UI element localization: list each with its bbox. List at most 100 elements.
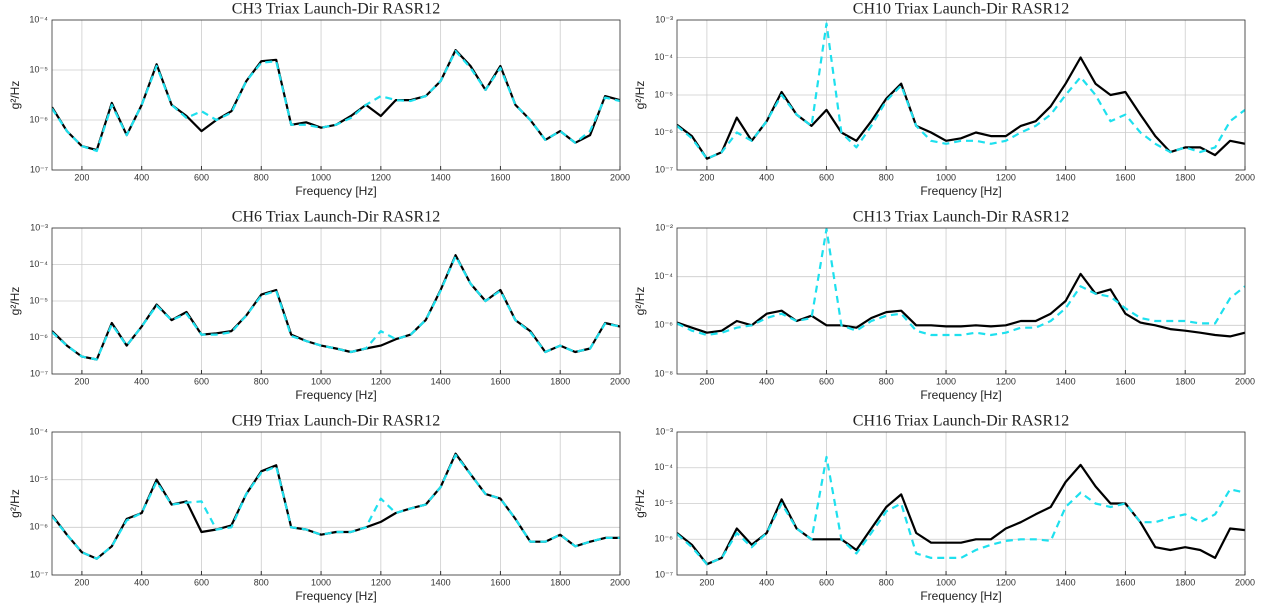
y-tick-label: 10⁻² xyxy=(655,222,673,232)
axes-frame xyxy=(51,19,621,171)
chart-title: CH6 Triax Launch-Dir RASR12 xyxy=(232,209,440,226)
y-tick-label: 10⁻⁴ xyxy=(29,259,48,269)
x-tick-label: 800 xyxy=(254,376,269,386)
x-tick-label: 1800 xyxy=(1175,577,1195,587)
x-tick-label: 1800 xyxy=(550,376,570,386)
x-tick-label: 2000 xyxy=(610,376,630,386)
series-line xyxy=(52,453,620,560)
x-tick-label: 1400 xyxy=(431,577,451,587)
subplot: 10⁻⁷ 10⁻⁶ 10⁻⁵ 10⁻⁴ 10⁻³ 200 400 600 800 1000 1200… xyxy=(633,1,1255,199)
x-tick-label: 1200 xyxy=(371,577,391,587)
x-axis-label: Frequency [Hz] xyxy=(295,589,376,603)
y-tick-label: 10⁻⁴ xyxy=(654,271,673,281)
x-tick-label: 1800 xyxy=(1175,376,1195,386)
y-tick-label: 10⁻⁵ xyxy=(30,474,49,484)
x-axis-label: Frequency [Hz] xyxy=(920,589,1001,603)
x-tick-label: 600 xyxy=(819,172,834,182)
x-tick-label: 1200 xyxy=(996,577,1016,587)
y-tick-label: 10⁻⁷ xyxy=(30,164,48,174)
y-tick-label: 10⁻⁴ xyxy=(29,426,48,436)
series-group xyxy=(677,22,1245,160)
plot-area xyxy=(677,228,1245,374)
y-tick-label: 10⁻⁶ xyxy=(655,320,674,330)
y-tick-label: 10⁻⁶ xyxy=(30,332,49,342)
x-tick-label: 1800 xyxy=(1175,172,1195,182)
x-axis-label: Frequency [Hz] xyxy=(295,184,376,198)
y-tick-label: 10⁻⁵ xyxy=(655,498,674,508)
x-tick-label: 600 xyxy=(194,172,209,182)
chart-title: CH10 Triax Launch-Dir RASR12 xyxy=(853,1,1069,18)
x-tick-label: 800 xyxy=(254,172,269,182)
x-tick-label: 200 xyxy=(74,376,89,386)
axes-frame xyxy=(676,431,1246,576)
y-axis-label: g²/Hz xyxy=(8,287,22,316)
axes-frame xyxy=(51,227,621,375)
x-tick-label: 1600 xyxy=(1115,376,1135,386)
x-tick-label: 200 xyxy=(699,376,714,386)
x-tick-label: 600 xyxy=(194,577,209,587)
x-tick-label: 400 xyxy=(759,172,774,182)
series-line xyxy=(52,49,620,153)
y-axis-label: g²/Hz xyxy=(633,287,647,316)
series-group xyxy=(52,49,620,153)
x-tick-label: 1600 xyxy=(1115,172,1135,182)
x-tick-label: 1600 xyxy=(490,376,510,386)
y-tick-label: 10⁻⁷ xyxy=(30,569,48,579)
chart-title: CH13 Triax Launch-Dir RASR12 xyxy=(853,209,1069,226)
y-tick-label: 10⁻⁸ xyxy=(654,368,673,378)
chart-title: CH16 Triax Launch-Dir RASR12 xyxy=(853,413,1069,430)
axes-frame xyxy=(676,19,1246,171)
x-tick-label: 400 xyxy=(759,577,774,587)
x-tick-label: 1000 xyxy=(311,376,331,386)
x-axis-label: Frequency [Hz] xyxy=(920,388,1001,402)
subplot: 10⁻⁷ 10⁻⁶ 10⁻⁵ 10⁻⁴ 10⁻³ 200 400 600 800 1000 1200… xyxy=(633,413,1255,604)
y-tick-label: 10⁻⁶ xyxy=(655,127,674,137)
y-tick-label: 10⁻⁵ xyxy=(30,295,49,305)
y-tick-label: 10⁻⁴ xyxy=(654,52,673,62)
y-axis-label: g²/Hz xyxy=(633,81,647,110)
x-tick-label: 200 xyxy=(74,577,89,587)
x-tick-label: 600 xyxy=(819,376,834,386)
x-tick-label: 2000 xyxy=(1235,172,1255,182)
series-group xyxy=(677,455,1245,566)
series-group xyxy=(52,452,620,560)
x-tick-label: 800 xyxy=(879,376,894,386)
y-tick-label: 10⁻³ xyxy=(655,14,673,24)
y-tick-label: 10⁻³ xyxy=(655,426,673,436)
y-axis-label: g²/Hz xyxy=(8,81,22,110)
y-tick-label: 10⁻⁶ xyxy=(655,534,674,544)
plot-area xyxy=(52,432,620,575)
series-group xyxy=(52,254,620,361)
series-line xyxy=(677,228,1245,337)
x-tick-label: 400 xyxy=(759,376,774,386)
x-tick-label: 400 xyxy=(134,172,149,182)
x-tick-label: 600 xyxy=(194,376,209,386)
x-tick-label: 1200 xyxy=(996,376,1016,386)
x-tick-label: 200 xyxy=(699,577,714,587)
y-tick-label: 10⁻⁵ xyxy=(30,64,49,74)
x-tick-label: 1600 xyxy=(490,172,510,182)
subplot: 10⁻⁷ 10⁻⁶ 10⁻⁵ 10⁻⁴ 200 400 600 800 1000 1200 1400… xyxy=(8,1,630,199)
x-tick-label: 1400 xyxy=(1056,577,1076,587)
y-tick-label: 10⁻⁵ xyxy=(655,89,674,99)
y-tick-label: 10⁻⁴ xyxy=(654,462,673,472)
x-tick-label: 400 xyxy=(134,376,149,386)
x-tick-label: 1600 xyxy=(490,577,510,587)
x-tick-label: 800 xyxy=(879,577,894,587)
x-tick-label: 1400 xyxy=(431,376,451,386)
plot-area xyxy=(52,20,620,170)
x-tick-label: 1000 xyxy=(936,376,956,386)
y-axis-label: g²/Hz xyxy=(8,489,22,518)
x-tick-label: 400 xyxy=(134,577,149,587)
subplot: 10⁻⁷ 10⁻⁶ 10⁻⁵ 10⁻⁴ 200 400 600 800 1000 1200 1400… xyxy=(8,413,630,604)
x-axis-label: Frequency [Hz] xyxy=(295,388,376,402)
x-tick-label: 800 xyxy=(254,577,269,587)
x-tick-label: 200 xyxy=(74,172,89,182)
series-line xyxy=(677,455,1245,566)
x-tick-label: 200 xyxy=(699,172,714,182)
x-tick-label: 2000 xyxy=(1235,376,1255,386)
x-tick-label: 800 xyxy=(879,172,894,182)
x-tick-label: 1400 xyxy=(1056,172,1076,182)
